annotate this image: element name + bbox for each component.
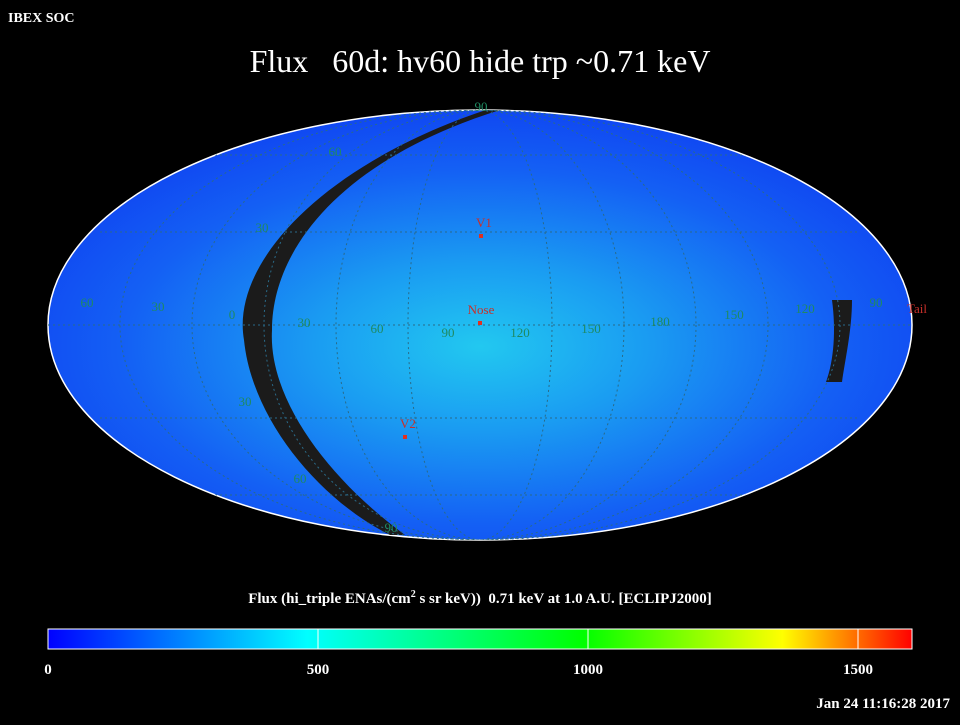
grid-label: 150 xyxy=(724,307,744,322)
grid-label: 90 xyxy=(442,325,455,340)
colorbar-title-sup: 2 xyxy=(411,589,416,600)
unobserved-band xyxy=(242,110,500,535)
grid-label: 60 xyxy=(294,471,307,486)
grid-label: 60 xyxy=(371,321,384,336)
title: Flux 60d: hv60 hide trp ~0.71 keV xyxy=(250,43,711,79)
timestamp: Jan 24 11:16:28 2017 xyxy=(816,696,950,712)
colorbar-tick-label: 1500 xyxy=(843,662,873,678)
marker-dot xyxy=(403,435,407,439)
grid-label: 60 xyxy=(81,295,94,310)
colorbar-title-text: s sr keV)) 0.71 keV at 1.0 A.U. [ECLIPJ2… xyxy=(416,591,712,607)
marker-label: Tail xyxy=(907,301,927,316)
map-labels: 90 60 30 60 30 0 30 60 90 120 150 180 150 120 90 30 60 90… xyxy=(81,99,928,535)
grid-label: 0 xyxy=(229,307,236,322)
app-label: IBEX SOC xyxy=(8,11,75,26)
marker-label: Nose xyxy=(468,302,495,317)
grid-label: 120 xyxy=(795,301,815,316)
grid-label: 120 xyxy=(510,325,530,340)
marker-label: V1 xyxy=(476,215,492,230)
marker-label: V2 xyxy=(400,416,416,431)
colorbar-tick-label: 1000 xyxy=(573,662,603,678)
colorbar-scale xyxy=(47,628,913,650)
grid-label: 90 xyxy=(870,295,883,310)
grid-label: 30 xyxy=(239,394,252,409)
marker-dot xyxy=(479,234,483,238)
grid-label: 90 xyxy=(475,99,488,114)
colorbar: 0 500 1000 1500 xyxy=(44,628,913,678)
grid-label: 150 xyxy=(581,321,601,336)
grid-label: 30 xyxy=(152,299,165,314)
grid-label: 30 xyxy=(256,220,269,235)
grid-label: 90 xyxy=(385,520,398,535)
grid-label: 60 xyxy=(329,144,342,159)
colorbar-title-text: Flux (hi_triple ENAs/(cm xyxy=(248,591,411,607)
colorbar-tick-label: 500 xyxy=(307,662,330,678)
marker-dot xyxy=(478,321,482,325)
grid-label: 30 xyxy=(298,315,311,330)
grid-label: 180 xyxy=(650,314,670,329)
colorbar-tick-label: 0 xyxy=(44,662,52,678)
colorbar-title: Flux (hi_triple ENAs/(cm2 s sr keV)) 0.7… xyxy=(248,589,712,607)
